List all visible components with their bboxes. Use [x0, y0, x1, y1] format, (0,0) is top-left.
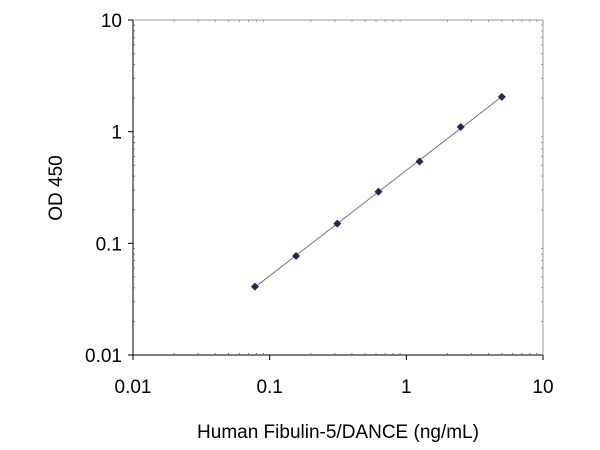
data-point — [497, 92, 506, 101]
plot-area — [133, 20, 543, 355]
y-axis-title: OD 450 — [46, 155, 67, 220]
x-tick-label: 10 — [532, 377, 553, 398]
x-tick-label: 0.01 — [115, 377, 152, 398]
data-points — [250, 92, 506, 291]
data-point — [250, 282, 259, 291]
y-tick-label: 10 — [101, 11, 122, 32]
y-tick-label: 0.01 — [85, 346, 122, 367]
data-point — [456, 123, 465, 132]
axes — [128, 19, 544, 360]
x-tick-label: 0.1 — [256, 377, 282, 398]
tick-labels: 0.01 0.1 1 10 0.01 0.1 1 10 — [85, 11, 554, 398]
y-tick-label: 0.1 — [96, 234, 122, 255]
data-point — [374, 187, 383, 196]
x-tick-label: 1 — [401, 377, 412, 398]
data-point — [292, 252, 301, 261]
y-tick-label: 1 — [111, 123, 122, 144]
data-point — [415, 157, 424, 166]
data-point — [333, 219, 342, 228]
x-axis-title: Human Fibulin-5/DANCE (ng/mL) — [197, 422, 479, 443]
